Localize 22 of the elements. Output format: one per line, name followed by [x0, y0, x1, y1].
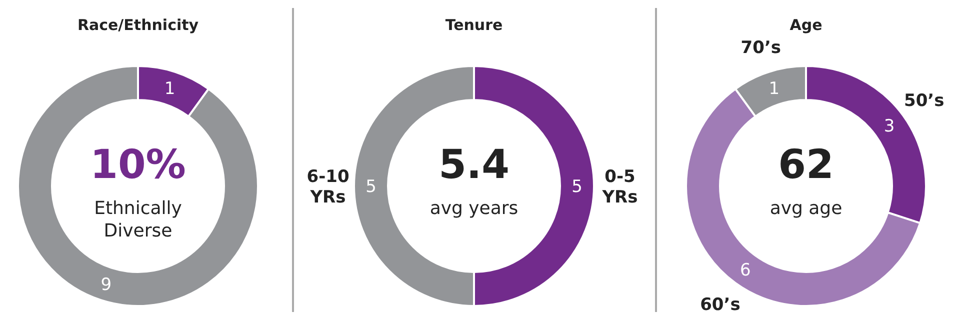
data-label: 1	[768, 78, 780, 99]
text: 10%	[90, 142, 186, 188]
text: avg age	[770, 198, 842, 219]
text: 5.4	[438, 142, 510, 188]
chart-title: Tenure	[445, 16, 503, 34]
text: Ethnically Diverse	[94, 198, 182, 242]
chart-title: Age	[790, 16, 822, 34]
slice-label: 70’s	[740, 38, 781, 58]
data-label: 6	[740, 260, 751, 280]
slice-label: 6-10 YRs	[306, 166, 350, 208]
data-label: 3	[884, 116, 895, 136]
text: avg years	[430, 198, 518, 219]
chart-title: Race/Ethnicity	[77, 16, 199, 34]
data-label: 1	[164, 78, 176, 99]
text: 62	[778, 142, 834, 188]
data-label: 5	[366, 176, 376, 197]
slice-label: 50’s	[904, 91, 944, 112]
slice-label: 0-5 YRs	[601, 166, 638, 208]
donut-slice	[17, 65, 259, 307]
slice-label: 60’s	[700, 295, 740, 316]
data-label: 5	[572, 176, 582, 197]
data-label: 9	[100, 274, 112, 295]
